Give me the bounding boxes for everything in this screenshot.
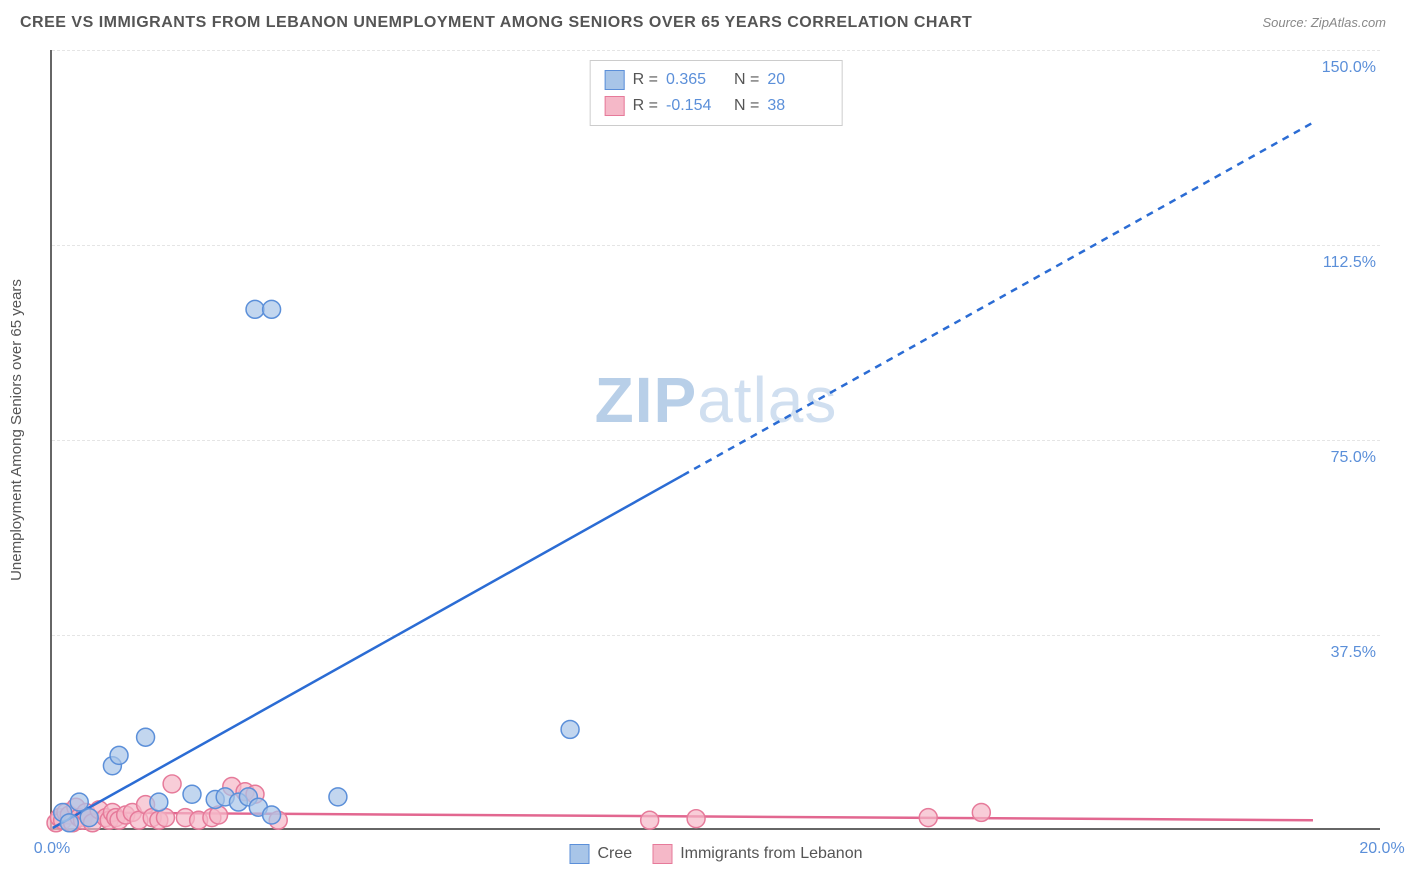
n-label: N = [734, 67, 759, 93]
swatch-lebanon [605, 96, 625, 116]
point-Immigrants from Lebanon [641, 811, 659, 829]
legend-stats: R = 0.365 N = 20 R = -0.154 N = 38 [590, 60, 843, 126]
legend-series: Cree Immigrants from Lebanon [570, 844, 863, 864]
trend-line-Cree [53, 475, 683, 828]
point-Cree [60, 814, 78, 832]
chart-title: CREE VS IMMIGRANTS FROM LEBANON UNEMPLOY… [20, 14, 972, 32]
point-Immigrants from Lebanon [210, 806, 228, 824]
legend-stats-row-1: R = -0.154 N = 38 [605, 93, 828, 119]
point-Cree [246, 300, 264, 318]
point-Cree [70, 793, 88, 811]
legend-label-cree: Cree [598, 845, 633, 863]
source-attribution: Source: ZipAtlas.com [1262, 15, 1386, 30]
n-value-lebanon: 38 [767, 93, 827, 119]
point-Cree [137, 728, 155, 746]
point-Cree [263, 806, 281, 824]
point-Immigrants from Lebanon [163, 775, 181, 793]
legend-item-cree: Cree [570, 844, 633, 864]
point-Cree [263, 300, 281, 318]
legend-label-lebanon: Immigrants from Lebanon [680, 845, 862, 863]
legend-stats-row-0: R = 0.365 N = 20 [605, 67, 828, 93]
point-Cree [80, 809, 98, 827]
point-Cree [110, 746, 128, 764]
point-Immigrants from Lebanon [687, 810, 705, 828]
r-value-lebanon: -0.154 [666, 93, 726, 119]
point-Cree [329, 788, 347, 806]
point-Cree [183, 785, 201, 803]
swatch-lebanon [652, 844, 672, 864]
x-tick-label: 0.0% [34, 840, 70, 858]
scatter-svg [52, 50, 1380, 828]
point-Immigrants from Lebanon [919, 809, 937, 827]
r-value-cree: 0.365 [666, 67, 726, 93]
r-label: R = [633, 93, 658, 119]
swatch-cree [605, 70, 625, 90]
plot-area: ZIPatlas 37.5%75.0%112.5%150.0% R = 0.36… [50, 50, 1380, 830]
n-label: N = [734, 93, 759, 119]
point-Immigrants from Lebanon [972, 803, 990, 821]
y-axis-label: Unemployment Among Seniors over 65 years [8, 279, 25, 581]
trend-line-Immigrants from Lebanon [53, 812, 1313, 820]
legend-item-lebanon: Immigrants from Lebanon [652, 844, 862, 864]
point-Cree [150, 793, 168, 811]
x-tick-label: 20.0% [1359, 840, 1404, 858]
swatch-cree [570, 844, 590, 864]
trend-line-dashed-Cree [683, 123, 1313, 476]
n-value-cree: 20 [767, 67, 827, 93]
r-label: R = [633, 67, 658, 93]
point-Cree [561, 720, 579, 738]
